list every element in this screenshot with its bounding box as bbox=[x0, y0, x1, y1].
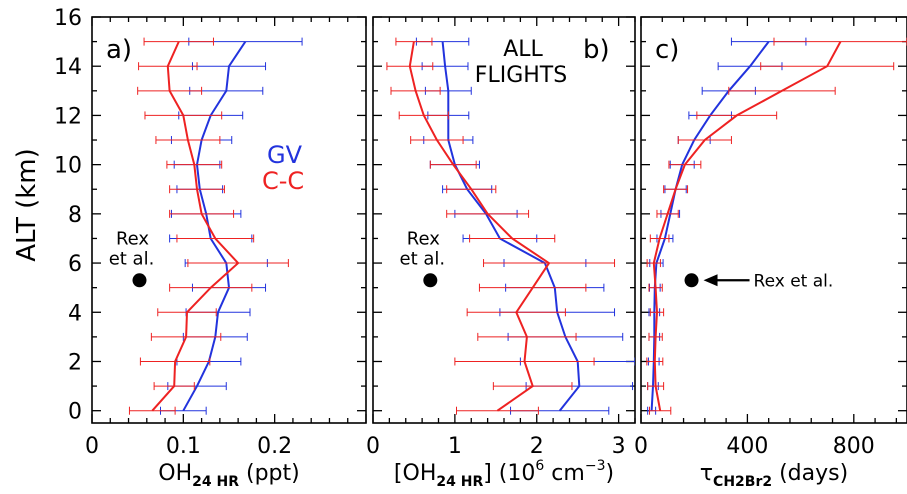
series-c-c bbox=[646, 37, 907, 415]
y-tick-label: 6 bbox=[68, 252, 82, 277]
x-tick-label: 1 bbox=[448, 434, 462, 459]
series-line bbox=[652, 41, 842, 411]
x-tick-label: 3 bbox=[612, 434, 626, 459]
x-tick-label: 800 bbox=[833, 434, 875, 459]
annotation-label: et al. bbox=[400, 248, 446, 269]
rex-et-al-marker bbox=[423, 273, 438, 288]
annotation-label: Rex bbox=[407, 228, 440, 249]
y-tick-labels: 0 2 4 6 8 10 12 14 16 bbox=[54, 6, 82, 425]
plot-frame bbox=[640, 16, 907, 424]
x-label-unit: ) bbox=[605, 461, 614, 486]
panel-label: c) bbox=[655, 35, 679, 65]
x-tick-label: 0.2 bbox=[257, 434, 292, 459]
x-label-unit: ] (10 bbox=[483, 461, 535, 486]
annotation-arrowhead bbox=[703, 274, 718, 287]
panel-title: FLIGHTS bbox=[475, 63, 567, 88]
x-axis-label: τCH2Br2 (days) bbox=[700, 461, 848, 490]
series-gv bbox=[160, 37, 303, 415]
x-label-exponent: −3 bbox=[585, 458, 606, 474]
panel-title: ALL bbox=[503, 37, 543, 62]
x-axis-label: [OH24 HR] (106 cm−3) bbox=[394, 458, 614, 490]
series-group bbox=[646, 37, 907, 415]
x-label-unit: cm bbox=[544, 461, 585, 486]
legend-gv: GV bbox=[267, 141, 303, 169]
x-label-subscript: 24 HR bbox=[192, 474, 239, 490]
legend-cc: C-C bbox=[262, 167, 304, 195]
series-c-c bbox=[386, 37, 616, 415]
x-label-unit: (ppt) bbox=[239, 461, 300, 486]
x-label-main: τ bbox=[700, 461, 713, 486]
x-tick-label: 400 bbox=[726, 434, 768, 459]
panel-label: a) bbox=[106, 35, 132, 65]
series-group bbox=[386, 37, 635, 415]
x-tick-label: 2 bbox=[530, 434, 544, 459]
x-label-main: [OH bbox=[394, 461, 436, 486]
x-label-subscript: 24 HR bbox=[436, 474, 483, 490]
y-tick-label: 10 bbox=[54, 154, 82, 179]
x-label-unit: (days) bbox=[772, 461, 848, 486]
panel-b: 0 1 2 3[OH24 HR] (106 cm−3)b)ALLFLIGHTSRexe… bbox=[366, 16, 636, 490]
y-tick-label: 14 bbox=[54, 55, 82, 80]
rex-et-al-marker bbox=[132, 273, 147, 288]
x-tick-label: 0 bbox=[634, 434, 648, 459]
series-line bbox=[408, 41, 551, 412]
annotation-label: Rex bbox=[116, 228, 149, 249]
y-tick-label: 8 bbox=[68, 203, 82, 228]
series-line bbox=[650, 40, 770, 411]
x-label-main: OH bbox=[158, 461, 192, 486]
x-label-exponent: 6 bbox=[535, 458, 544, 474]
x-label-subscript: CH2Br2 bbox=[713, 474, 772, 490]
y-tick-label: 16 bbox=[54, 6, 82, 31]
y-tick-label: 12 bbox=[54, 104, 82, 129]
series-c-c bbox=[128, 37, 289, 415]
x-tick-label: 0 bbox=[366, 434, 380, 459]
annotation-label: Rex et al. bbox=[754, 271, 834, 291]
panel-label: b) bbox=[583, 35, 610, 65]
series-line bbox=[182, 41, 247, 412]
y-tick-label: 0 bbox=[68, 400, 82, 425]
series-group bbox=[128, 37, 303, 415]
series-line bbox=[441, 41, 581, 412]
rex-et-al-marker bbox=[684, 273, 699, 288]
y-tick-label: 2 bbox=[68, 350, 82, 375]
annotation-label: et al. bbox=[109, 248, 155, 269]
y-axis-label: ALT (km) bbox=[12, 148, 42, 262]
x-tick-label: 0 bbox=[85, 434, 99, 459]
y-tick-label: 4 bbox=[68, 301, 82, 326]
series-line bbox=[151, 41, 240, 412]
plot-frame bbox=[91, 16, 367, 424]
series-gv bbox=[647, 37, 807, 415]
x-axis-label: OH24 HR (ppt) bbox=[158, 461, 299, 490]
x-tick-label: 0.1 bbox=[166, 434, 201, 459]
